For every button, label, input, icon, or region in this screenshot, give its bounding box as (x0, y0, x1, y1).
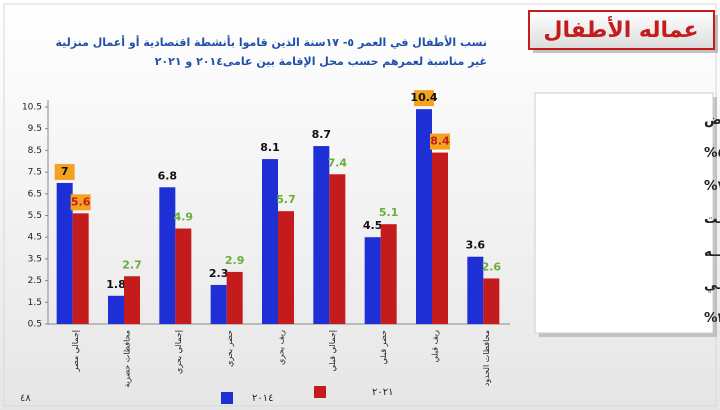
y-tick-label: 8.5 (28, 146, 42, 156)
bar (278, 211, 294, 324)
y-tick-label: 9.5 (28, 124, 42, 134)
value-label: 8.1 (260, 141, 280, 154)
text-box-line: عــام ٢٠١٤ ، وكانــت (704, 211, 720, 227)
value-label: 10.4 (410, 91, 437, 104)
legend-swatch (314, 386, 326, 398)
value-label: 4.9 (174, 211, 194, 224)
value-label: 4.5 (363, 219, 383, 232)
legend-label: ٢٠٢١ (372, 387, 393, 398)
y-tick-label: 3.5 (28, 254, 42, 264)
legend-swatch (221, 392, 233, 404)
x-tick-label: إجمالي بحري (174, 330, 184, 374)
x-tick-label: حضر قبلي (379, 330, 388, 364)
page-number: ٤٨ (20, 393, 31, 404)
value-label: 3.6 (466, 239, 486, 252)
text-box (534, 92, 714, 334)
x-tick-label: ريف بحري (277, 330, 286, 365)
chart-title: غير مناسبة لعمرهم حسب محل الإقامة بين عا… (155, 55, 487, 68)
x-tick-label: إجمالي قبلي (328, 330, 338, 371)
value-label: 6.8 (158, 169, 178, 182)
value-label: 5.1 (379, 206, 399, 219)
y-tick-label: 0.5 (28, 320, 42, 330)
value-label: 7 (61, 165, 69, 178)
y-tick-label: 5.5 (28, 211, 42, 221)
value-label: 5.7 (276, 193, 296, 206)
value-label: 2.3 (209, 267, 229, 280)
value-label-box (70, 194, 91, 211)
value-label: 8.4 (430, 135, 450, 148)
text-box-line: اعلاهــا فـي ريـف الوجــه (704, 244, 720, 260)
bar (72, 213, 89, 324)
text-box-line: عـام ٢٠٢١ مقابـل ٧% (704, 178, 720, 194)
value-label: 8.7 (312, 128, 332, 141)
bar (262, 159, 278, 324)
y-tick-label: 7.5 (28, 168, 42, 178)
y-tick-label: 1.5 (28, 298, 42, 308)
bar (329, 174, 346, 324)
bar (56, 182, 73, 324)
x-tick-label: إجمالي مصر (71, 330, 81, 373)
legend-label: ٢٠١٤ (252, 393, 273, 404)
text-box-line: تشير البيانات الى انخفاض (704, 112, 720, 128)
bar (108, 295, 124, 324)
value-label: 5.6 (71, 195, 91, 208)
y-tick-label: 10.5 (22, 103, 42, 113)
x-tick-label: ريف قبلي (431, 330, 440, 363)
bar (226, 271, 243, 324)
bar (416, 109, 432, 324)
x-tick-label: محافظات حضرية (123, 330, 132, 388)
x-tick-label: محافظات الحدود (482, 330, 491, 386)
text-box-line: القبلي ٨،٤% واقلهـا فـي (704, 277, 720, 293)
title-box (528, 10, 715, 50)
value-label-box (414, 90, 434, 107)
bar (175, 228, 192, 324)
value-label-box (54, 163, 75, 180)
value-label: 2.9 (225, 254, 245, 267)
chart-title: نسب الأطفال في العمر ٥- ١٧سنة الذين قامو… (55, 35, 487, 49)
bar (313, 146, 330, 324)
text-box-line: محافظات الحدود ٢،٦% (704, 310, 720, 326)
bar (467, 256, 484, 324)
bar (432, 152, 448, 324)
value-label: 2.6 (482, 260, 502, 273)
bar (364, 237, 381, 324)
slide-title: عماله الأطفال (543, 15, 698, 43)
y-tick-label: 2.5 (28, 276, 42, 286)
value-label: 7.4 (328, 156, 348, 169)
bar (210, 284, 227, 324)
bar (483, 278, 500, 324)
value-label: 1.8 (106, 278, 126, 291)
value-label: 2.7 (122, 258, 142, 271)
y-tick-label: 6.5 (28, 189, 42, 199)
bar (380, 224, 397, 324)
bar (159, 187, 176, 324)
x-tick-label: حضر بحري (225, 330, 234, 367)
value-label-box (430, 133, 450, 150)
text-box-line: عمالة الأطفال إلى ٥،٦% (704, 144, 720, 161)
y-tick-label: 4.5 (28, 233, 42, 243)
bar (124, 276, 140, 324)
